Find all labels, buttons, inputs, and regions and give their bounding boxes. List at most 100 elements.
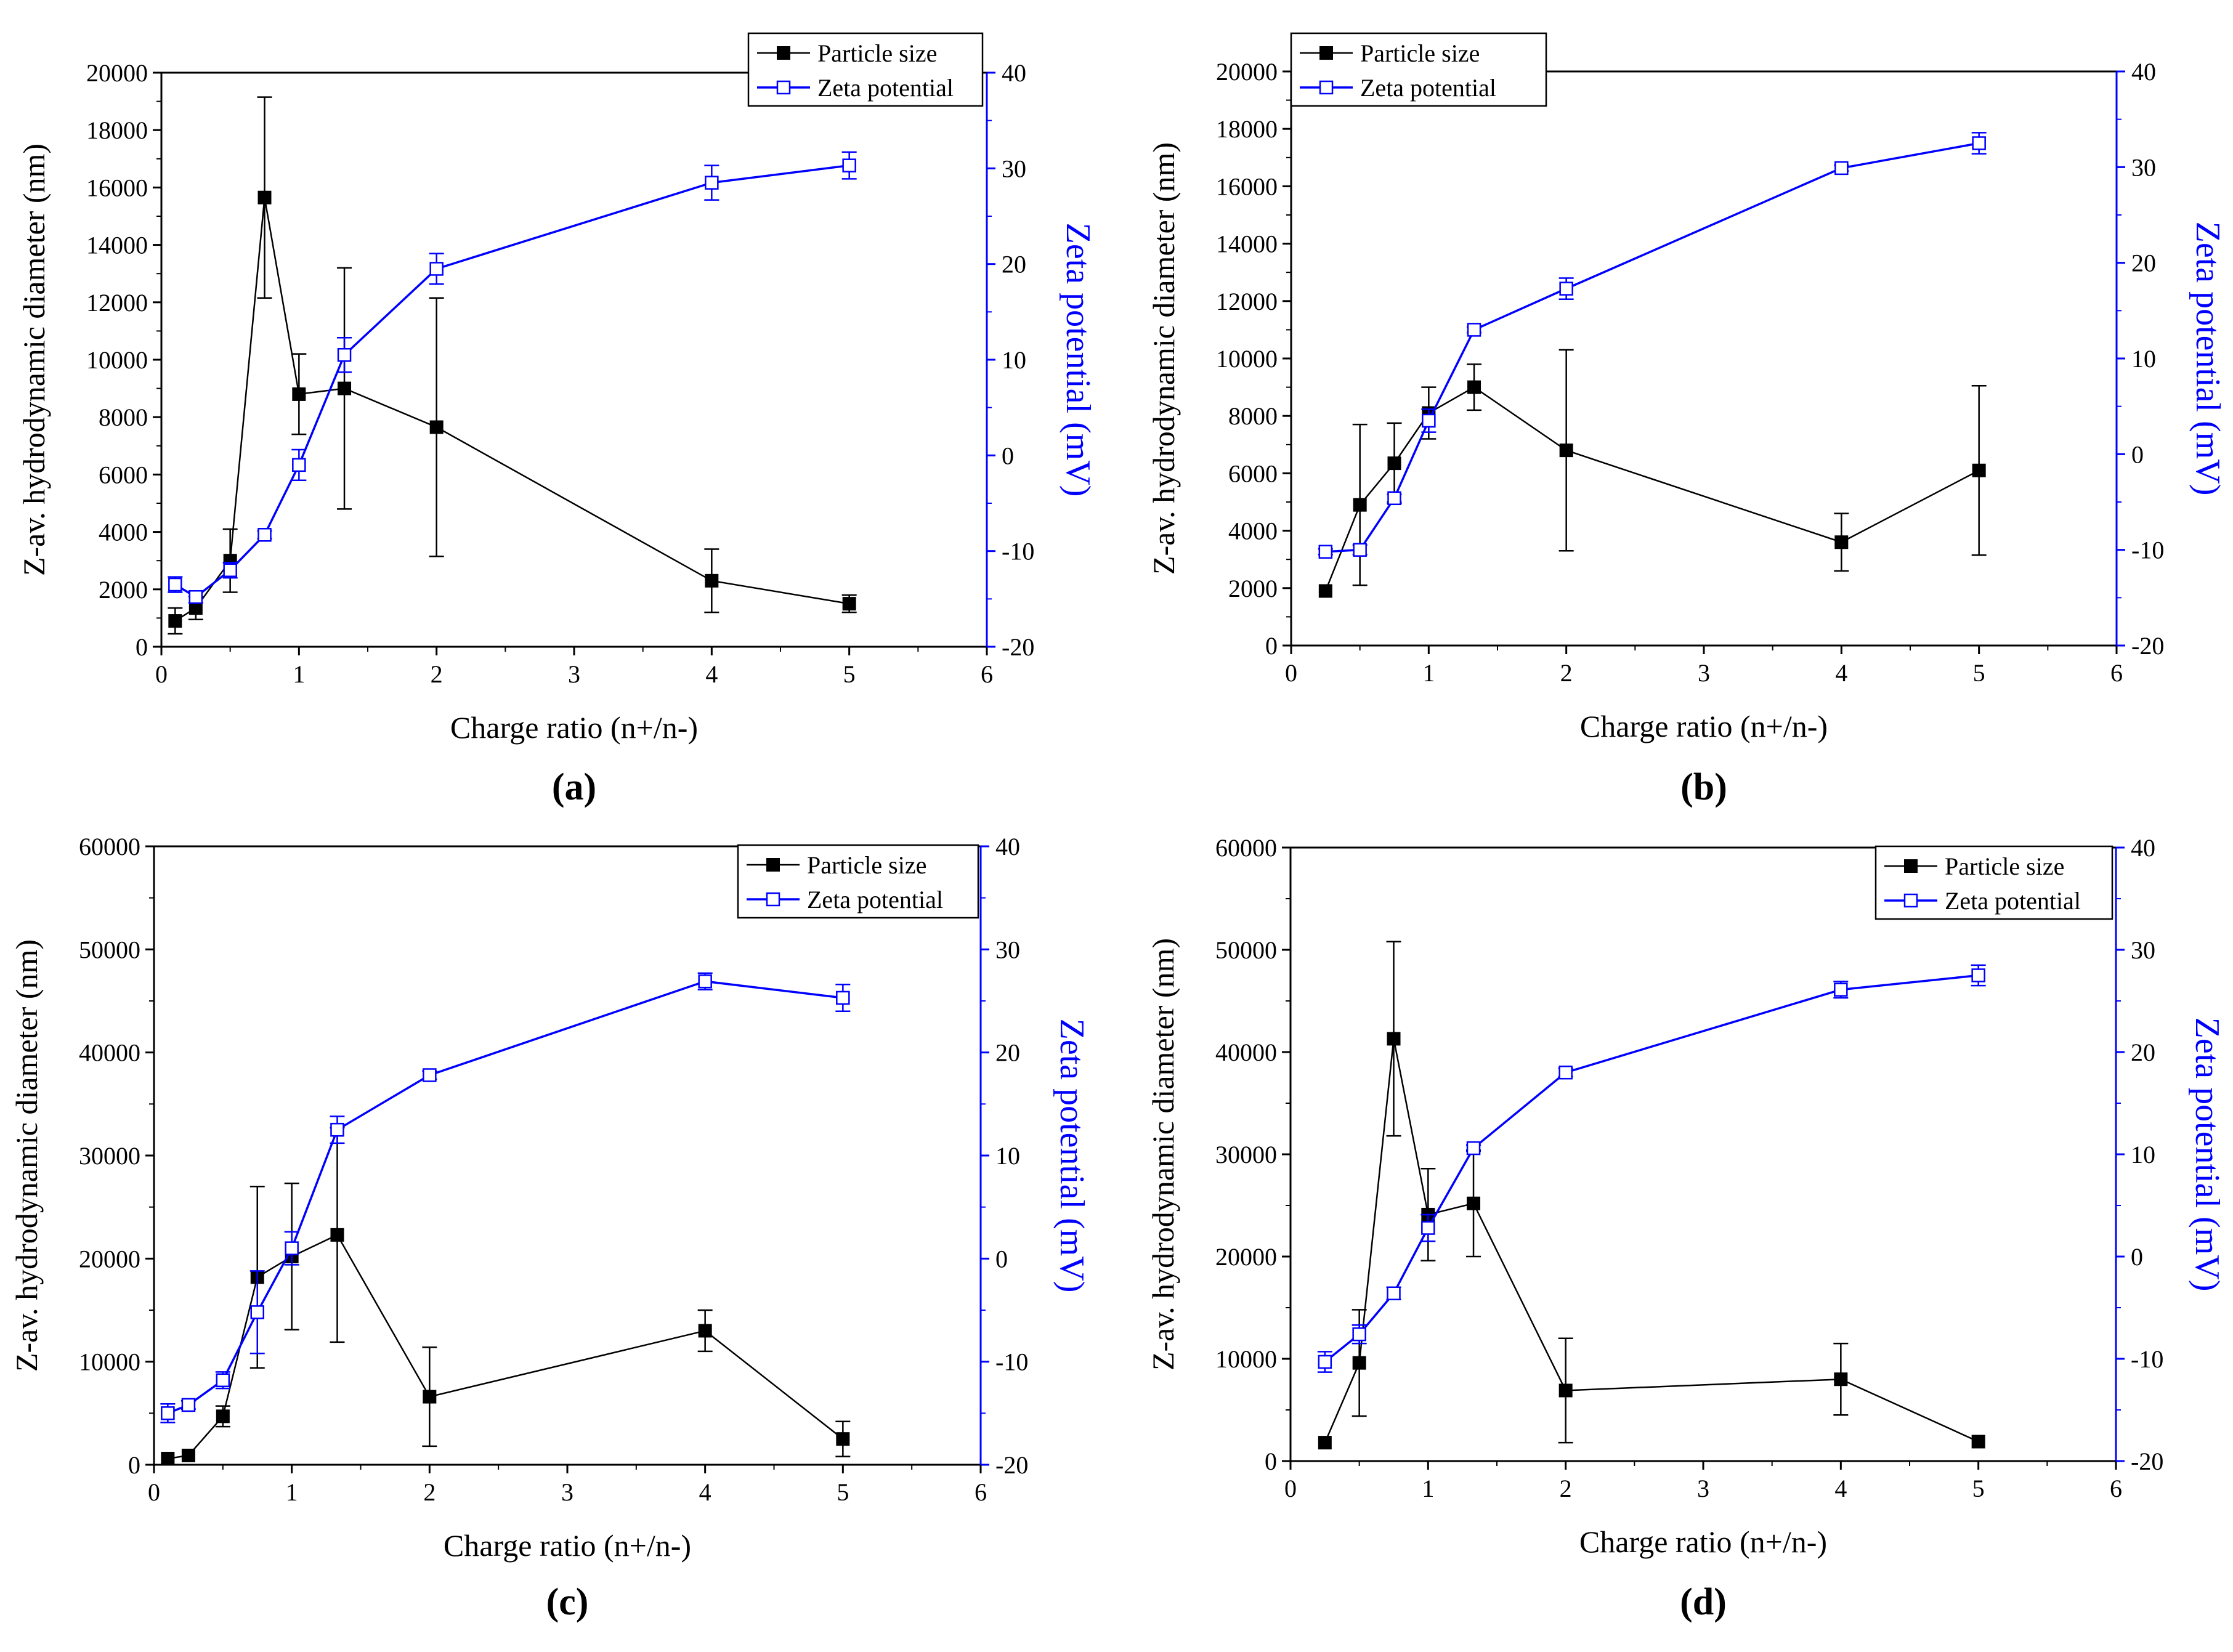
- y-right-tick-label: -20: [2131, 1448, 2163, 1475]
- y-right-tick-label: 0: [2131, 1243, 2143, 1271]
- legend-box: [1290, 32, 1547, 107]
- data-point: [257, 190, 272, 204]
- y-right-tick-label: 40: [2131, 834, 2155, 862]
- legend-label: Zeta potential: [817, 74, 954, 102]
- series-line: [1325, 142, 1979, 553]
- panel-label: (b): [1680, 766, 1727, 808]
- x-tick-label: 1: [293, 660, 305, 688]
- data-point: [1467, 1196, 1481, 1210]
- data-point: [1834, 535, 1849, 549]
- legend-label: Particle size: [817, 39, 937, 67]
- y-left-tick-label: 6000: [1228, 460, 1278, 487]
- y-left-tick-label: 2000: [1228, 575, 1278, 602]
- legend-marker: [776, 80, 791, 95]
- legend-label: Zeta potential: [1945, 887, 2081, 915]
- y-right-tick-label: 40: [2131, 58, 2156, 86]
- data-point: [1318, 545, 1333, 559]
- data-point: [292, 458, 306, 472]
- data-point: [1972, 136, 1986, 150]
- x-axis-title: Charge ratio (n+/n-): [444, 1528, 691, 1563]
- y-right-tick-label: 40: [995, 833, 1020, 860]
- data-point: [330, 1122, 344, 1137]
- y-left-tick-label: 40000: [1215, 1039, 1277, 1066]
- y-right-tick-label: 10: [2131, 1141, 2155, 1168]
- series-zeta-potential: [160, 972, 851, 1423]
- y-right-tick-label: 10: [2131, 345, 2156, 373]
- x-axis-title: Charge ratio (n+/n-): [1579, 1524, 1827, 1559]
- y-right-tick-label: 30: [1002, 155, 1026, 182]
- x-tick-label: 1: [286, 1478, 298, 1506]
- data-point: [423, 1390, 437, 1404]
- legend-marker: [766, 892, 780, 907]
- series-particle-size: [161, 1127, 851, 1465]
- series-line: [174, 164, 849, 599]
- y-right-tick-label: 0: [2131, 440, 2144, 468]
- legend: Particle size Zeta potential: [1874, 845, 2113, 920]
- series-zeta-potential: [168, 151, 857, 604]
- panel-label: (a): [552, 766, 596, 808]
- data-point: [181, 1448, 195, 1462]
- y-left-tick-label: 2000: [99, 576, 148, 604]
- y-left-tick-label: 16000: [86, 174, 148, 201]
- data-point: [698, 974, 712, 989]
- data-point: [429, 262, 444, 276]
- x-tick-label: 2: [1560, 659, 1573, 687]
- x-tick-label: 3: [1697, 1475, 1709, 1502]
- y-left-tick-label: 4000: [1228, 517, 1278, 545]
- data-point: [1558, 1065, 1573, 1080]
- data-point: [168, 614, 182, 628]
- y-left-axis-title: Z-av. hydrodynamic diameter (nm): [1146, 142, 1181, 575]
- y-left-tick-label: 20000: [79, 1245, 140, 1273]
- y-right-tick-label: -20: [2131, 632, 2164, 660]
- data-point: [836, 990, 850, 1005]
- x-tick-label: 4: [699, 1478, 711, 1506]
- y-right-tick-label: 30: [2131, 936, 2155, 964]
- data-point: [1834, 982, 1848, 997]
- y-left-axis-title: Z-av. hydrodynamic diameter (nm): [9, 939, 44, 1372]
- data-point: [1558, 1383, 1573, 1398]
- x-tick-label: 1: [1422, 659, 1435, 687]
- legend: Particle size Zeta potential: [747, 32, 984, 107]
- series-zeta-potential: [1318, 132, 1987, 559]
- legend-marker: [1319, 46, 1333, 60]
- data-point: [161, 1406, 175, 1420]
- data-point: [1318, 1354, 1332, 1369]
- x-tick-label: 6: [2110, 659, 2123, 687]
- y-left-tick-label: 20000: [1216, 58, 1278, 86]
- y-left-tick-label: 0: [128, 1451, 140, 1479]
- data-point: [223, 563, 237, 577]
- y-right-tick-label: 20: [2131, 249, 2156, 277]
- y-right-tick-label: -10: [2131, 1345, 2163, 1373]
- y-left-tick-label: 0: [1265, 1448, 1277, 1475]
- y-right-tick-label: -20: [1002, 633, 1034, 661]
- legend-box: [737, 844, 979, 919]
- data-point: [1318, 1436, 1332, 1450]
- y-left-tick-label: 14000: [1216, 230, 1278, 258]
- data-point: [1387, 491, 1401, 506]
- data-point: [1352, 1356, 1366, 1370]
- data-point: [1559, 443, 1573, 458]
- x-tick-label: 2: [431, 660, 443, 688]
- y-left-tick-label: 60000: [1215, 834, 1277, 862]
- legend-label: Particle size: [807, 851, 926, 879]
- data-point: [181, 1398, 196, 1412]
- legend-marker: [1904, 859, 1918, 873]
- data-point: [337, 347, 352, 362]
- data-point: [423, 1068, 437, 1082]
- x-tick-label: 3: [1698, 659, 1710, 687]
- y-right-tick-label: 20: [995, 1039, 1020, 1067]
- y-left-tick-label: 40000: [79, 1039, 140, 1067]
- data-point: [429, 420, 444, 434]
- legend-label: Particle size: [1360, 39, 1480, 67]
- y-left-tick-label: 18000: [1216, 115, 1278, 143]
- legend-label: Particle size: [1945, 852, 2064, 880]
- data-point: [1353, 498, 1367, 512]
- data-point: [330, 1228, 344, 1242]
- y-left-tick-label: 10000: [86, 346, 148, 374]
- data-point: [1318, 584, 1332, 598]
- data-point: [257, 528, 272, 542]
- data-point: [705, 573, 719, 588]
- x-tick-label: 5: [837, 1478, 849, 1506]
- data-point: [250, 1305, 264, 1319]
- y-right-tick-label: -10: [2131, 536, 2164, 564]
